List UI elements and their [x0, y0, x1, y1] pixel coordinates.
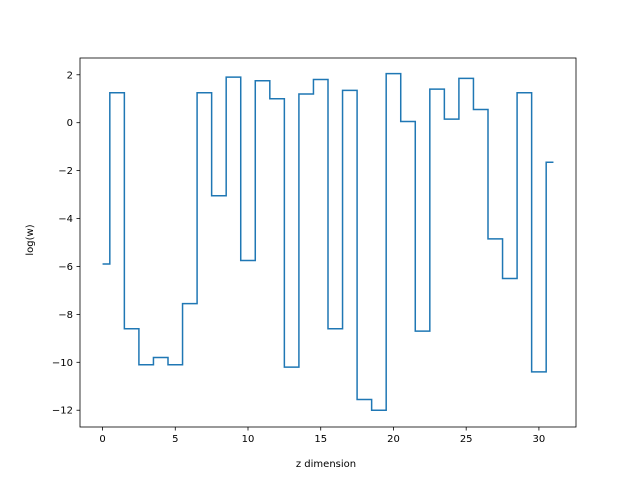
plot-area [79, 57, 577, 428]
y-tick-label: −8 [58, 310, 73, 321]
y-tick-label: −2 [58, 166, 73, 177]
y-tick-label: −4 [58, 214, 73, 225]
series-line-0 [102, 72, 554, 411]
y-axis-label: log(w) [25, 224, 36, 255]
x-axis: 0 5 10 15 20 25 30 [99, 427, 545, 445]
y-tick-label: −10 [52, 358, 73, 369]
y-tick-label: 0 [67, 118, 73, 129]
y-tick-label: 2 [67, 70, 73, 81]
x-tick-label: 30 [533, 434, 546, 445]
y-tick-label: −12 [52, 406, 73, 417]
plot-frame [79, 57, 577, 428]
x-tick-label: 15 [314, 434, 327, 445]
y-tick-label: −6 [58, 262, 73, 273]
x-tick-label: 5 [172, 434, 178, 445]
x-tick-label: 20 [387, 434, 400, 445]
x-axis-label: z dimension [296, 459, 356, 470]
x-tick-label: 25 [460, 434, 473, 445]
x-tick-label: 0 [99, 434, 105, 445]
y-axis: −12 −10 −8 −6 −4 −2 0 2 [52, 70, 80, 417]
x-tick-label: 10 [242, 434, 255, 445]
